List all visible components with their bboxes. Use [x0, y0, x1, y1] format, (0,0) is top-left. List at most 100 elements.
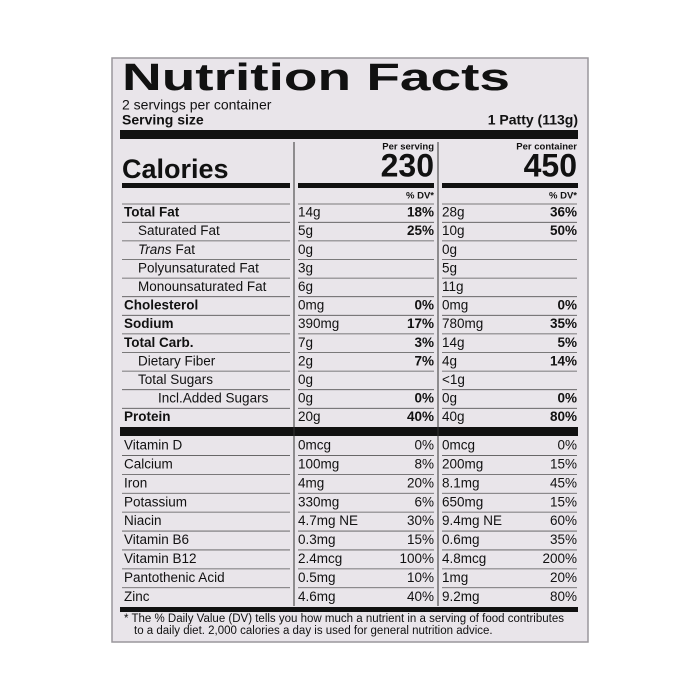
amount: 0mg — [298, 298, 324, 313]
daily-value: 20% — [550, 570, 577, 585]
daily-value: 40% — [407, 589, 434, 604]
vitamin-name: Pantothenic Acid — [124, 570, 225, 585]
nutrient-name: Total Fat — [124, 205, 180, 220]
amount: <1g — [442, 372, 465, 387]
daily-value: 35% — [550, 532, 577, 547]
thick-rule — [298, 183, 434, 188]
nutrient-name: Protein — [124, 409, 171, 424]
amount: 0g — [442, 242, 457, 257]
vitamin-name: Potassium — [124, 494, 187, 509]
amount: 7g — [298, 335, 313, 350]
amount: 0.3mg — [298, 532, 336, 547]
calories-per-serving: 230 — [381, 147, 434, 183]
daily-value: 7% — [414, 353, 434, 368]
calories-per-container: 450 — [524, 147, 577, 183]
amount: 330mg — [298, 494, 339, 509]
daily-value: 80% — [550, 409, 577, 424]
daily-value: 10% — [407, 570, 434, 585]
amount: 780mg — [442, 316, 483, 331]
nutrient-name: Monounsaturated Fat — [138, 279, 267, 294]
dv-label: % DV* — [406, 191, 434, 202]
daily-value: 36% — [550, 205, 577, 220]
amount: 650mg — [442, 494, 483, 509]
nutrient-name: Polyunsaturated Fat — [138, 260, 259, 275]
nutrient-name: Total Sugars — [138, 372, 213, 387]
vitamin-name: Vitamin D — [124, 438, 183, 453]
per-container-label: Per container — [516, 142, 577, 153]
thick-rule — [120, 427, 578, 436]
footnote: to a daily diet. 2,000 calories a day is… — [134, 625, 493, 637]
daily-value: 5% — [557, 335, 577, 350]
nutrient-name: Trans Fat — [138, 242, 195, 257]
amount: 2g — [298, 353, 313, 368]
amount: 0g — [442, 391, 457, 406]
vitamin-name: Calcium — [124, 456, 173, 471]
amount: 9.2mg — [442, 589, 480, 604]
amount: 0mg — [442, 298, 468, 313]
daily-value: 8% — [414, 456, 434, 471]
title: Nutrition Facts — [122, 57, 510, 99]
amount: 390mg — [298, 316, 339, 331]
daily-value: 45% — [550, 475, 577, 490]
daily-value: 0% — [414, 438, 434, 453]
daily-value: 60% — [550, 513, 577, 528]
thick-rule — [122, 183, 290, 188]
daily-value: 0% — [557, 298, 577, 313]
daily-value: 50% — [550, 223, 577, 238]
per-serving-label: Per serving — [382, 142, 434, 153]
amount: 4.6mg — [298, 589, 336, 604]
amount: 0g — [298, 242, 313, 257]
amount: 0g — [298, 391, 313, 406]
amount: 28g — [442, 205, 465, 220]
nutrient-name: Saturated Fat — [138, 223, 220, 238]
amount: 200mg — [442, 456, 483, 471]
daily-value: 15% — [407, 532, 434, 547]
amount: 6g — [298, 279, 313, 294]
amount: 9.4mg NE — [442, 513, 502, 528]
daily-value: 80% — [550, 589, 577, 604]
nutrient-name: Dietary Fiber — [138, 353, 216, 368]
amount: 0.6mg — [442, 532, 480, 547]
amount: 0.5mg — [298, 570, 336, 585]
daily-value: 200% — [542, 551, 577, 566]
nutrient-name-rest: Fat — [176, 242, 196, 257]
amount: 3g — [298, 260, 313, 275]
amount: 0mcg — [298, 438, 331, 453]
daily-value: 15% — [550, 494, 577, 509]
amount: 4mg — [298, 475, 324, 490]
daily-value: 100% — [399, 551, 434, 566]
vitamin-name: Vitamin B12 — [124, 551, 197, 566]
amount: 40g — [442, 409, 465, 424]
amount: 4.8mcg — [442, 551, 486, 566]
thick-rule — [442, 183, 578, 188]
serving-size: 1 Patty (113g) — [488, 112, 578, 128]
label-panel — [111, 57, 589, 643]
amount: 100mg — [298, 456, 339, 471]
amount: 0g — [298, 372, 313, 387]
vitamin-name: Vitamin B6 — [124, 532, 189, 547]
thick-rule — [120, 130, 578, 139]
amount: 14g — [442, 335, 465, 350]
amount: 5g — [442, 260, 457, 275]
thick-rule — [120, 607, 578, 612]
nutrient-name: Incl.Added Sugars — [158, 391, 269, 406]
vitamin-name: Iron — [124, 475, 147, 490]
daily-value: 17% — [407, 316, 434, 331]
servings: 2 servings per container — [122, 97, 272, 113]
vitamin-name: Zinc — [124, 589, 150, 604]
daily-value: 0% — [557, 438, 577, 453]
calories-label: Calories — [122, 154, 229, 184]
daily-value: 40% — [407, 409, 434, 424]
daily-value: 30% — [407, 513, 434, 528]
amount: 4.7mg NE — [298, 513, 358, 528]
daily-value: 6% — [414, 494, 434, 509]
daily-value: 14% — [550, 353, 577, 368]
footnote: * The % Daily Value (DV) tells you how m… — [124, 613, 564, 625]
amount: 14g — [298, 205, 321, 220]
vitamin-name: Niacin — [124, 513, 162, 528]
daily-value: 20% — [407, 475, 434, 490]
daily-value: 0% — [414, 391, 434, 406]
nutrient-name: Sodium — [124, 316, 174, 331]
